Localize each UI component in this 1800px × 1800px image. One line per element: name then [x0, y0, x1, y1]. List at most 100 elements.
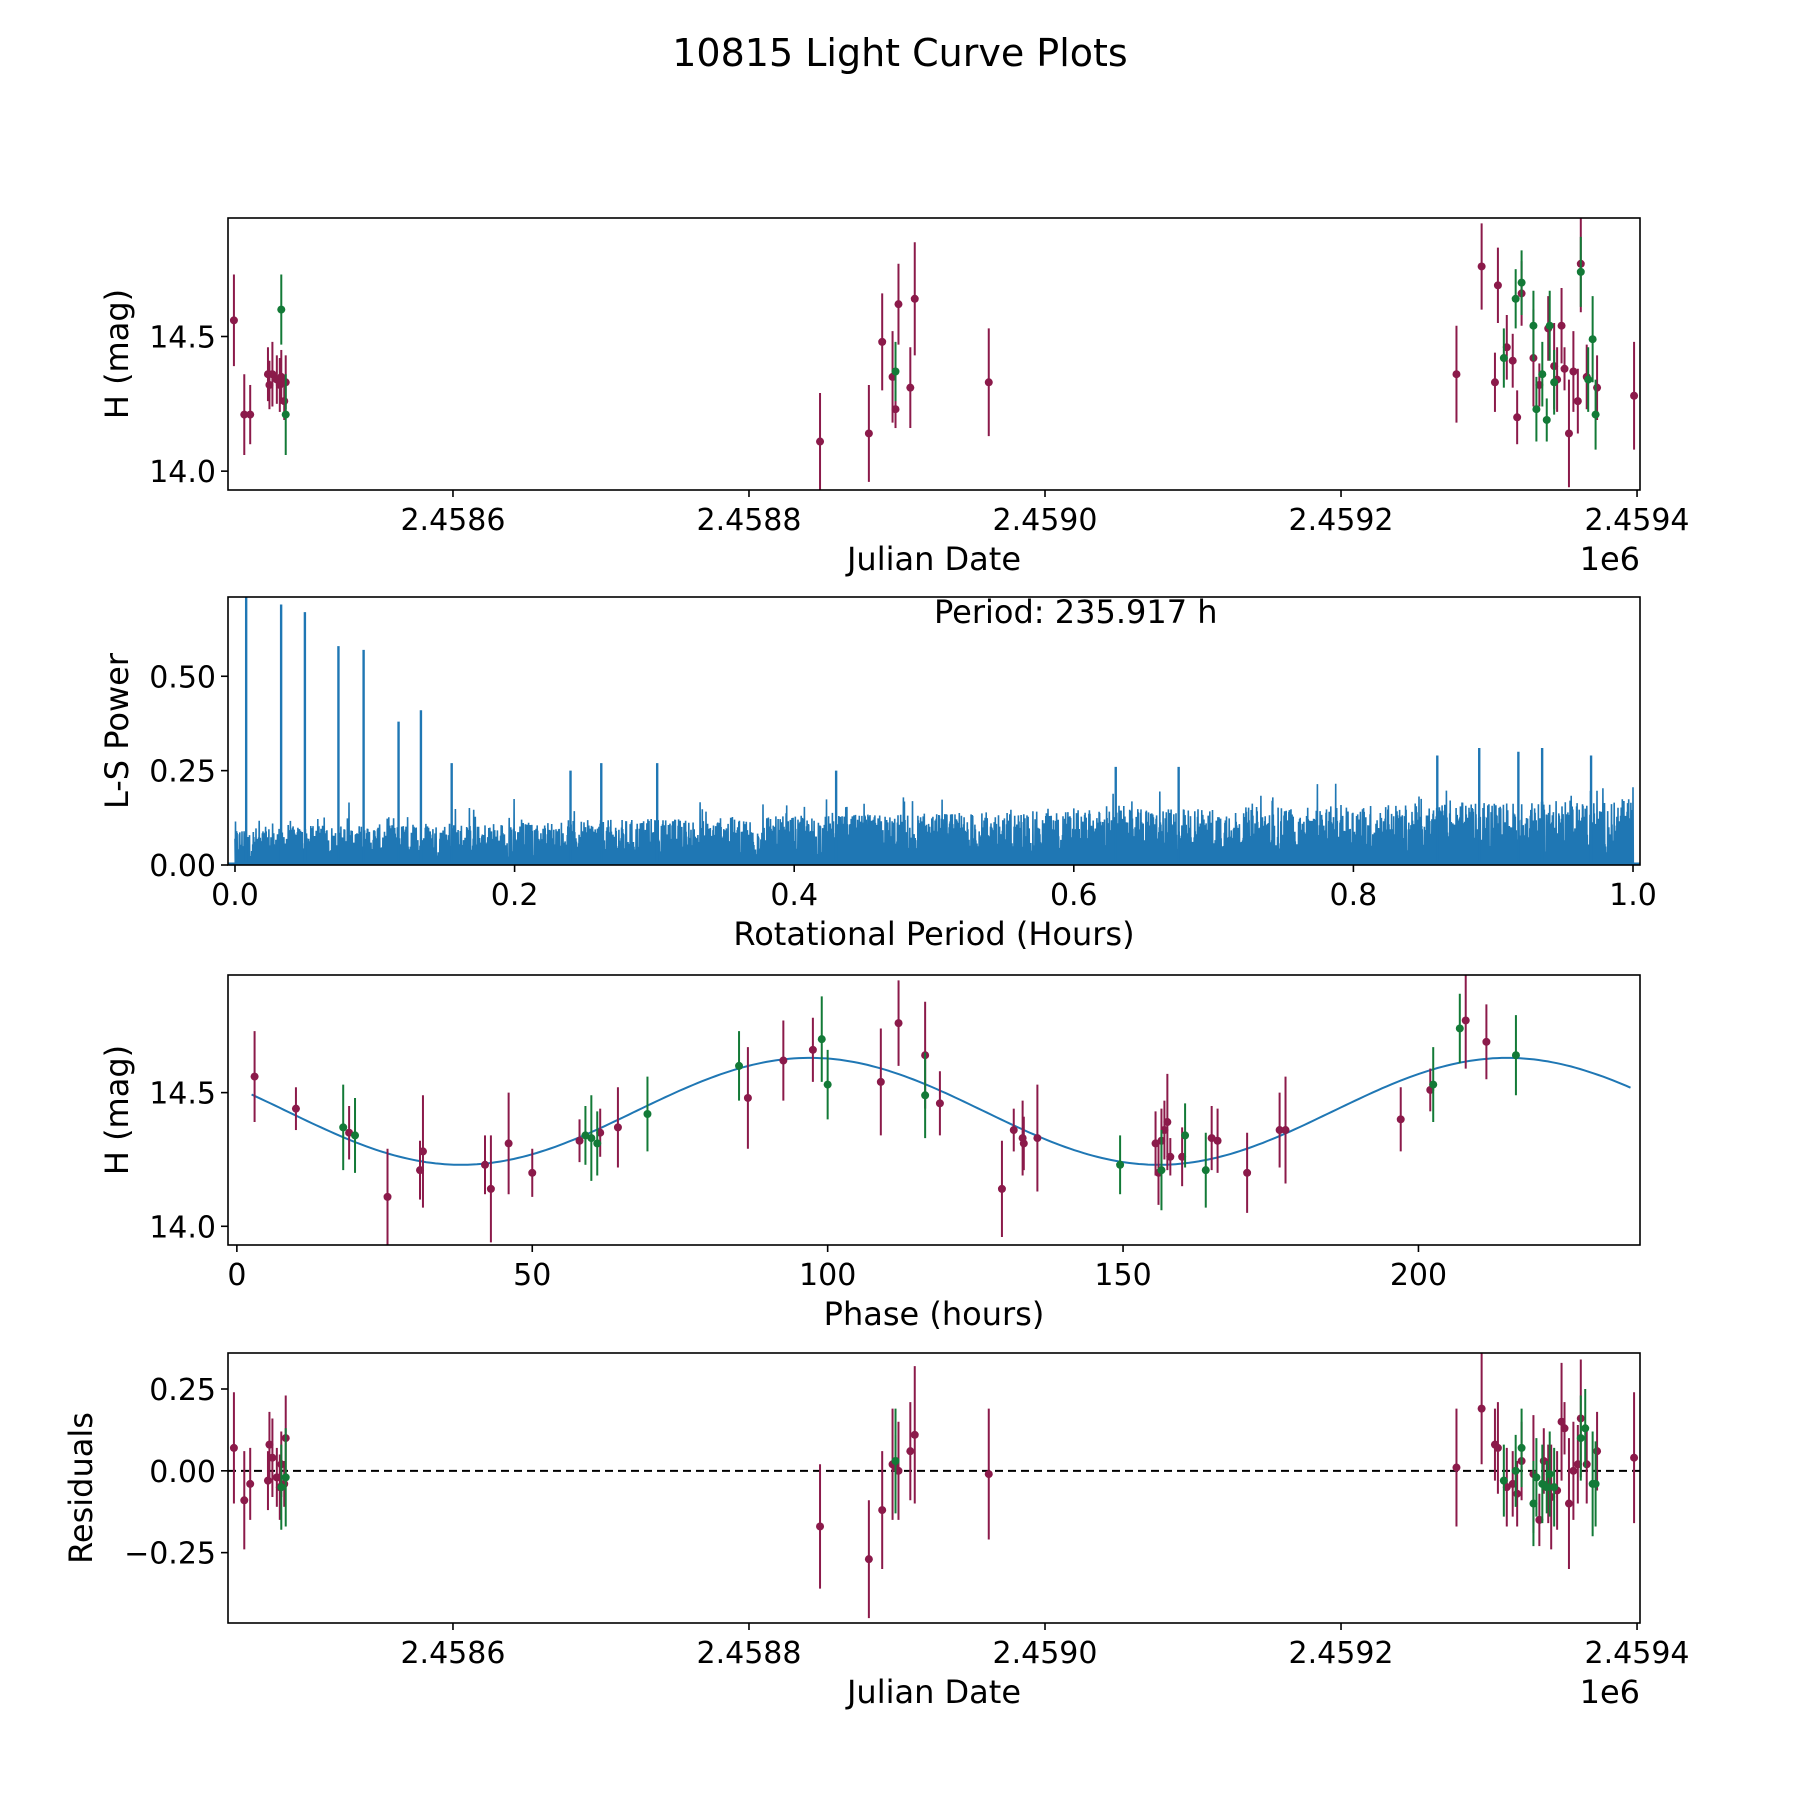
green-data-point [1116, 1160, 1125, 1169]
maroon-data-point [229, 1443, 238, 1452]
periodogram-xtick-label: 0.8 [1330, 878, 1378, 913]
green-data-point [1532, 1473, 1541, 1482]
periodogram-xtick-label: 0.6 [1050, 878, 1098, 913]
maroon-data-point [1593, 383, 1602, 392]
maroon-data-point [1243, 1168, 1252, 1177]
maroon-data-point [910, 294, 919, 303]
maroon-data-point [891, 405, 900, 414]
green-data-point [1157, 1166, 1166, 1175]
periodogram-xtick-label: 0.2 [491, 878, 539, 913]
lightcurve-ytick-label: 14.0 [149, 455, 216, 490]
green-data-point [281, 410, 290, 419]
maroon-data-point [265, 380, 274, 389]
lightcurve-xtick-label: 2.4586 [400, 503, 505, 538]
green-data-point [277, 1483, 286, 1492]
periodogram-xlabel: Rotational Period (Hours) [733, 915, 1134, 953]
lightcurve-axes-frame [227, 217, 1641, 491]
periodogram-noise-line [234, 783, 1635, 865]
maroon-data-point [418, 1147, 427, 1156]
lightcurve-ylabel: H (mag) [98, 289, 136, 419]
maroon-data-point [1166, 1152, 1175, 1161]
green-data-point [643, 1110, 652, 1119]
maroon-data-point [268, 1453, 277, 1462]
residuals-ytick-label: −0.25 [124, 1537, 216, 1572]
green-data-point [1511, 1466, 1520, 1475]
periodogram-plot-area [228, 597, 1640, 865]
green-data-point [1576, 1434, 1585, 1443]
residuals-panel: 2.4586 2.4588 2.4590 2.4592 2.4594 −0.25 0.00 0… [62, 1352, 1690, 1711]
periodogram-ylabel: L-S Power [98, 652, 136, 809]
maroon-data-point [864, 429, 873, 438]
maroon-data-point [240, 1496, 249, 1505]
green-data-point [1550, 1483, 1559, 1492]
maroon-data-point [613, 1123, 622, 1132]
lightcurve-xlabel: Julian Date [845, 540, 1021, 578]
green-data-point [1581, 1424, 1590, 1433]
green-data-point [1584, 375, 1593, 384]
sinusoid-fit-curve [251, 1056, 1631, 1166]
maroon-data-point [816, 1522, 825, 1531]
phased-ytick-label: 14.5 [149, 1077, 216, 1112]
green-data-point [1532, 405, 1541, 414]
maroon-data-point [246, 1479, 255, 1488]
maroon-data-point [878, 337, 887, 346]
maroon-data-point [1557, 1417, 1566, 1426]
maroon-data-point [268, 370, 277, 379]
maroon-data-point [1560, 1424, 1569, 1433]
maroon-data-point [878, 1506, 887, 1515]
green-data-point [1517, 278, 1526, 287]
green-data-point [921, 1091, 930, 1100]
periodogram-ytick-label: 0.25 [149, 755, 216, 790]
maroon-data-point [779, 1056, 788, 1065]
lightcurve-panel: 2.4586 2.4588 2.4590 2.4592 2.4594 14.0 14.5 Ju… [98, 217, 1690, 578]
maroon-data-point [1593, 1447, 1602, 1456]
maroon-data-point [528, 1168, 537, 1177]
green-data-point [1591, 1479, 1600, 1488]
phased-xtick-label: 100 [799, 1258, 856, 1293]
maroon-data-point [1508, 356, 1517, 365]
figure-title: 10815 Light Curve Plots [672, 31, 1127, 75]
maroon-data-point [816, 437, 825, 446]
green-data-point [281, 1473, 290, 1482]
phased-xlabel: Phase (hours) [824, 1295, 1045, 1333]
green-data-point [593, 1139, 602, 1148]
green-data-point [351, 1131, 360, 1140]
maroon-data-point [1569, 367, 1578, 376]
maroon-data-point [1461, 1016, 1470, 1025]
maroon-data-point [935, 1099, 944, 1108]
maroon-data-point [743, 1093, 752, 1102]
maroon-data-point [894, 1019, 903, 1028]
maroon-data-point [272, 1473, 281, 1482]
period-annotation: Period: 235.917 h [934, 593, 1218, 631]
maroon-data-point [864, 1555, 873, 1564]
maroon-data-point [263, 1476, 272, 1485]
maroon-data-point [1569, 1466, 1578, 1475]
green-data-point [1181, 1131, 1190, 1140]
lightcurve-plot-area [229, 218, 1639, 490]
phased-xtick-label: 0 [227, 1258, 246, 1293]
maroon-data-point [1513, 1489, 1522, 1498]
green-data-point [1517, 1443, 1526, 1452]
residuals-x-offset-label: 1e6 [1580, 1673, 1640, 1711]
green-data-point [587, 1134, 596, 1143]
maroon-data-point [229, 316, 238, 325]
lightcurve-xtick-label: 2.4588 [696, 503, 801, 538]
maroon-data-point [1482, 1037, 1491, 1046]
periodogram-ytick-label: 0.50 [149, 660, 216, 695]
maroon-data-point [906, 1447, 915, 1456]
green-data-point [1538, 370, 1547, 379]
green-data-point [1545, 1470, 1554, 1479]
maroon-data-point [1513, 413, 1522, 422]
phased-xtick-label: 200 [1390, 1258, 1447, 1293]
phased-panel: 0 50 100 150 200 14.0 14.5 Phase (hours) H (mag) [98, 974, 1641, 1333]
green-data-point [1499, 1476, 1508, 1485]
maroon-data-point [1452, 370, 1461, 379]
maroon-data-point [486, 1184, 495, 1193]
maroon-data-point [876, 1077, 885, 1086]
maroon-data-point [240, 410, 249, 419]
green-data-point [277, 305, 286, 314]
green-data-point [1529, 321, 1538, 330]
phased-ylabel: H (mag) [98, 1045, 136, 1175]
maroon-data-point [383, 1192, 392, 1201]
